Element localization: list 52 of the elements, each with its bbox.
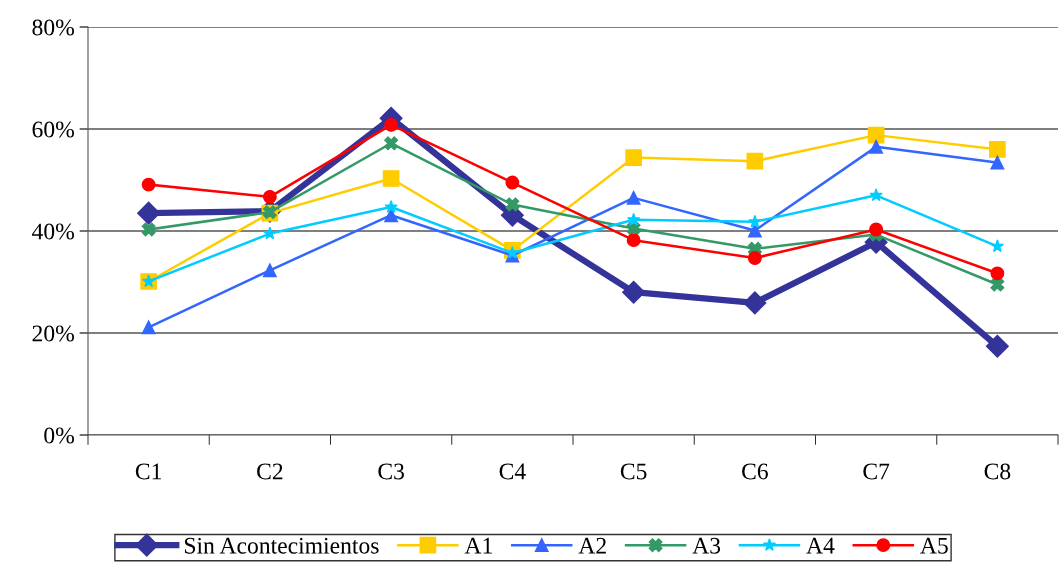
- point: [746, 152, 764, 170]
- y-tick-label: 40%: [31, 223, 74, 240]
- x-tick-label: C6: [742, 463, 768, 480]
- point: [382, 170, 400, 187]
- point: [989, 141, 1006, 158]
- point: [626, 190, 641, 205]
- point: [748, 214, 762, 228]
- point: [384, 208, 399, 223]
- point: [985, 334, 1009, 358]
- y-tick-label: 60%: [32, 121, 74, 138]
- legend-label: A1: [464, 537, 492, 554]
- point: [262, 263, 277, 278]
- x-tick-label: C3: [378, 463, 404, 480]
- point: [990, 155, 1005, 170]
- point: [141, 177, 156, 192]
- x-tick-label: C7: [863, 463, 890, 480]
- point: [384, 136, 399, 151]
- legend-label: A2: [578, 537, 606, 554]
- y-tick-label: 20%: [32, 325, 74, 342]
- point: [626, 212, 641, 226]
- point: [869, 139, 884, 154]
- point: [141, 320, 156, 335]
- x-tick-label: C1: [135, 463, 161, 480]
- point: [141, 222, 156, 237]
- point: [990, 266, 1005, 281]
- legend-label: A5: [920, 537, 948, 554]
- point: [743, 291, 767, 315]
- x-tick-label: C2: [257, 463, 283, 480]
- point: [505, 175, 520, 190]
- point: [505, 197, 520, 212]
- point: [262, 189, 277, 204]
- point: [625, 149, 642, 166]
- point: [869, 222, 884, 237]
- point: [622, 280, 646, 304]
- point: [747, 251, 762, 265]
- point: [990, 239, 1005, 253]
- point: [263, 226, 277, 240]
- point: [990, 277, 1005, 292]
- point: [867, 126, 885, 144]
- point: [869, 188, 883, 202]
- point: [137, 201, 161, 225]
- point: [384, 200, 398, 213]
- y-tick-label: 80%: [32, 19, 74, 36]
- point: [384, 117, 399, 132]
- x-tick-label: C8: [984, 463, 1011, 480]
- point: [626, 233, 641, 248]
- x-tick-label: C4: [499, 463, 526, 480]
- y-tick-label: 0%: [44, 427, 74, 444]
- legend-label: Sin Acontecimientos: [184, 537, 379, 554]
- x-tick-label: C5: [620, 463, 647, 480]
- legend-label: A3: [692, 537, 721, 554]
- legend-label: A4: [806, 537, 835, 554]
